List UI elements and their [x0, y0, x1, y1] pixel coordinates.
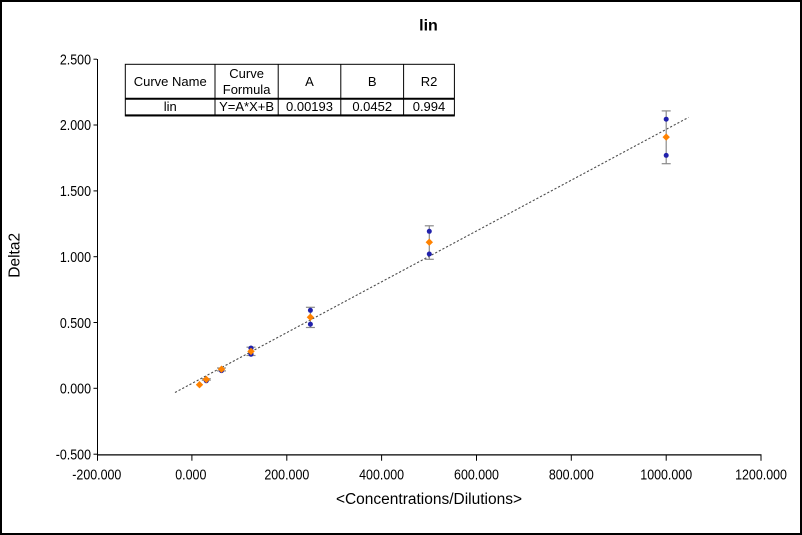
- svg-text:0.994: 0.994: [413, 99, 446, 114]
- svg-text:600.000: 600.000: [454, 466, 499, 482]
- svg-text:400.000: 400.000: [359, 466, 404, 482]
- svg-text:lin: lin: [164, 99, 177, 114]
- svg-text:Y=A*X+B: Y=A*X+B: [219, 99, 274, 114]
- svg-text:200.000: 200.000: [264, 466, 309, 482]
- svg-text:Delta2: Delta2: [7, 233, 24, 278]
- svg-text:<Concentrations/Dilutions>: <Concentrations/Dilutions>: [336, 491, 522, 508]
- svg-text:lin: lin: [419, 18, 438, 35]
- svg-text:2.000: 2.000: [60, 117, 91, 133]
- svg-text:0.000: 0.000: [60, 381, 91, 397]
- svg-text:R2: R2: [421, 74, 438, 89]
- svg-text:800.000: 800.000: [549, 466, 594, 482]
- svg-text:A: A: [305, 74, 314, 89]
- svg-text:B: B: [368, 74, 377, 89]
- svg-text:0.00193: 0.00193: [286, 99, 333, 114]
- svg-text:1.500: 1.500: [60, 183, 91, 199]
- svg-text:1000.000: 1000.000: [640, 466, 692, 482]
- svg-text:1200.000: 1200.000: [735, 466, 787, 482]
- svg-text:0.000: 0.000: [175, 466, 206, 482]
- svg-text:1.000: 1.000: [60, 249, 91, 265]
- svg-text:Curve Name: Curve Name: [134, 74, 207, 89]
- svg-text:Formula: Formula: [223, 82, 271, 97]
- svg-text:Curve: Curve: [229, 66, 264, 81]
- svg-text:0.0452: 0.0452: [352, 99, 392, 114]
- svg-text:-200.000: -200.000: [72, 466, 121, 482]
- svg-text:-0.500: -0.500: [56, 446, 92, 462]
- svg-text:2.500: 2.500: [60, 51, 91, 67]
- svg-text:0.500: 0.500: [60, 315, 91, 331]
